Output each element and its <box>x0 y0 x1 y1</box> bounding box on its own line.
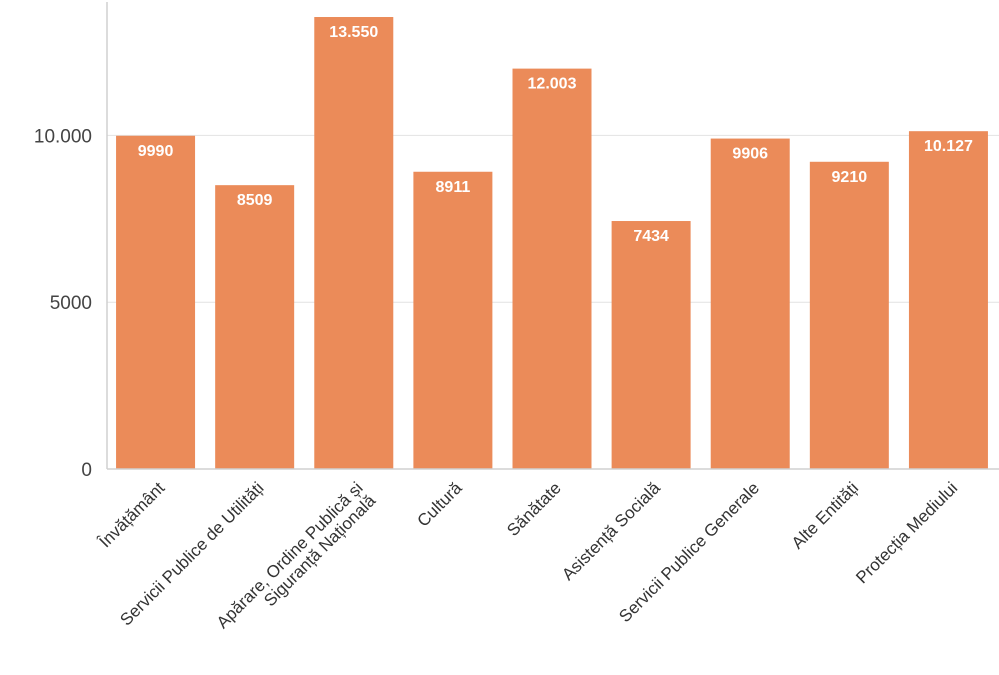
y-tick-label: 0 <box>81 460 92 481</box>
bar <box>710 138 790 469</box>
bar <box>908 131 988 469</box>
bar <box>809 161 889 470</box>
bar <box>512 68 592 470</box>
data-label: 7434 <box>633 228 669 245</box>
bar <box>215 185 295 470</box>
data-label: 9906 <box>732 146 768 163</box>
y-tick-label: 10.000 <box>34 126 92 147</box>
data-label: 8911 <box>436 179 471 196</box>
data-label: 8509 <box>237 192 273 209</box>
category-label: Sănătate <box>503 478 565 540</box>
data-label: 13.550 <box>329 24 378 41</box>
category-label: Cultură <box>414 478 467 531</box>
bars <box>116 17 988 470</box>
data-label: 12.003 <box>528 76 577 93</box>
bar <box>314 17 394 469</box>
data-label: 10.127 <box>924 138 973 155</box>
data-label: 9210 <box>832 169 868 186</box>
data-label: 9990 <box>138 143 174 160</box>
category-label: Protecția Mediului <box>852 478 961 587</box>
y-tick-label: 5000 <box>50 293 92 314</box>
category-label: Alte Entități <box>788 478 862 552</box>
bar <box>611 221 691 469</box>
data-labels: 9990 8509 13.550 8911 12.003 7434 9906 9210 10.1… <box>138 24 973 245</box>
axes: 0 5000 10.000 <box>34 2 999 481</box>
category-label: Învățământ <box>95 478 169 552</box>
bar <box>116 135 196 469</box>
bar <box>413 171 493 469</box>
category-label: Asistență Socială <box>558 478 664 584</box>
